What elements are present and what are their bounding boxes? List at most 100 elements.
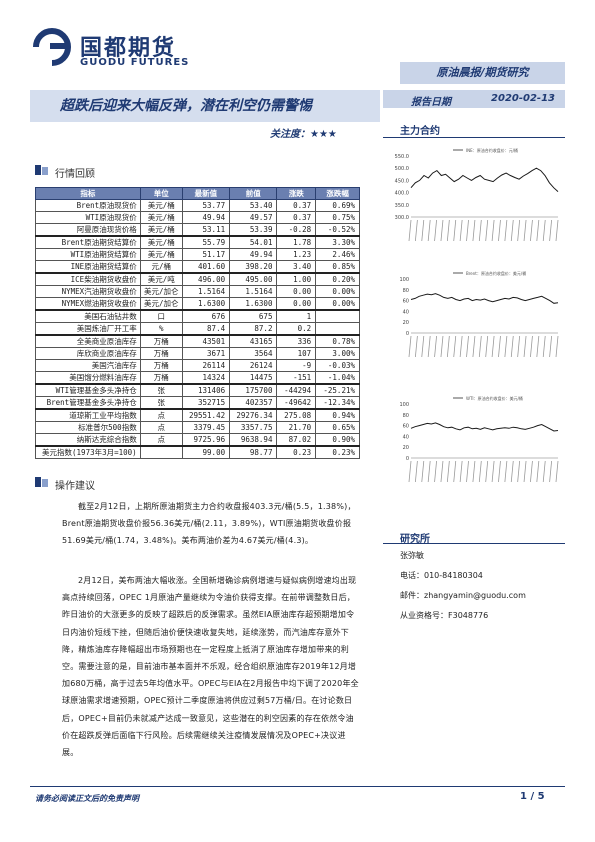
x-tick-label xyxy=(542,460,546,483)
divider xyxy=(383,543,565,544)
x-tick-label xyxy=(466,219,469,242)
section-bullet-icon xyxy=(35,477,48,487)
cell-change: 0.37 xyxy=(276,211,317,224)
x-tick-label xyxy=(434,335,437,358)
cell-change: 1.23 xyxy=(276,248,317,261)
report-category: 原油晨报/期货研究 xyxy=(436,66,529,79)
cell-change-pct: -12.34% xyxy=(315,396,360,410)
x-tick-label xyxy=(542,219,546,242)
table-row: 全美商业原油库存 万桶 43501 43165 336 0.78% xyxy=(35,334,360,348)
cell-unit: 张 xyxy=(139,396,183,410)
x-tick-label xyxy=(472,219,476,242)
cell-indicator: WTI管理基金多头净持仓 xyxy=(35,383,141,397)
x-tick-label xyxy=(517,460,521,483)
x-tick-label xyxy=(523,460,527,483)
paragraph-2: 2月12日，美布两油大幅收涨。全国新增确诊病例增速与疑似病例增速均出现高点持续回… xyxy=(62,576,359,758)
x-tick-label xyxy=(408,219,412,242)
cell-indicator: NYMEX汽油期货收盘价 xyxy=(35,285,141,298)
x-tick-label xyxy=(536,335,540,358)
x-tick-label xyxy=(440,460,444,483)
x-tick-label xyxy=(427,460,431,483)
cell-change-pct: 0.23% xyxy=(315,445,360,459)
cell-latest: 1.6300 xyxy=(181,297,231,311)
y-tick-label: 60 xyxy=(403,424,409,430)
table-row: Brent原油期货结算价 美元/桶 55.79 54.01 1.78 3.30% xyxy=(35,235,360,249)
cell-change-pct: 2.46% xyxy=(315,248,360,261)
ine-price-chart: INE：原油合约收盘价：元/桶 550.0 500.0 450.0 400.0 350.0… xyxy=(395,147,559,242)
cell-unit: 万桶 xyxy=(139,347,183,360)
y-tick-label: 80 xyxy=(403,413,409,419)
cell-change-pct xyxy=(315,309,360,323)
series-line xyxy=(410,167,559,192)
cell-indicator: 美国炼油厂开工率 xyxy=(35,322,141,336)
y-tick-label: 100 xyxy=(399,277,409,283)
x-tick-label xyxy=(434,460,437,483)
table-row: NYMEX汽油期货收盘价 美元/加仑 1.5164 1.5164 0.00 0.00% xyxy=(35,285,360,298)
cell-previous: 398.20 xyxy=(229,260,278,274)
y-tick-label: 300.0 xyxy=(395,215,409,221)
x-tick-label xyxy=(427,219,431,242)
x-tick-label xyxy=(510,335,514,358)
cell-unit: 美元/桶 xyxy=(139,223,183,237)
cell-latest: 9725.96 xyxy=(181,433,231,447)
cell-unit: 美元/桶 xyxy=(139,199,183,212)
cell-unit: 美元/桶 xyxy=(139,248,183,261)
analyst-email[interactable]: 邮件：zhangyamin@guodu.com xyxy=(400,591,526,600)
x-tick-label xyxy=(498,460,501,483)
cell-unit: 万桶 xyxy=(139,334,183,348)
cell-change-pct: 0.75% xyxy=(315,211,360,224)
cell-indicator: NYMEX燃油期货收盘价 xyxy=(35,297,141,311)
x-tick-label xyxy=(472,460,476,483)
cell-latest: 99.00 xyxy=(181,445,231,459)
table-row: ICE柴油期货收盘价 美元/吨 496.00 495.00 1.00 0.20% xyxy=(35,272,360,286)
y-tick-label: 40 xyxy=(403,309,409,315)
cell-change-pct: -25.21% xyxy=(315,383,360,397)
cell-previous: 1.5164 xyxy=(229,285,278,298)
cell-previous: 14475 xyxy=(229,371,278,385)
cell-unit: 万桶 xyxy=(139,359,183,372)
x-tick-label xyxy=(421,219,425,242)
cell-unit: 万桶 xyxy=(139,371,183,385)
section-bullet-icon xyxy=(35,165,48,175)
cell-indicator: 美国石油钻井数 xyxy=(35,309,141,323)
cell-change-pct: 0.94% xyxy=(315,408,360,422)
x-tick-label xyxy=(427,335,431,358)
cell-latest: 49.94 xyxy=(181,211,231,224)
cell-previous: 49.94 xyxy=(229,248,278,261)
x-tick-label xyxy=(440,219,444,242)
y-tick-label: 500.0 xyxy=(395,166,409,172)
cell-unit: % xyxy=(139,322,183,336)
table-row: 美元指数(1973年3月=100) 99.00 98.77 0.23 0.23% xyxy=(35,445,360,459)
cell-change: 0.2 xyxy=(276,322,317,336)
cell-latest: 3379.45 xyxy=(181,421,231,434)
table-row: Brent管理基金多头净持仓张 352715 402357 -49642 -12.34% xyxy=(35,396,360,410)
brent-price-chart: Brent：原油合约收盘价：美元/桶 100 80 60 40 20 0 xyxy=(399,270,559,358)
x-tick-label xyxy=(478,335,482,358)
cell-change-pct: -1.04% xyxy=(315,371,360,385)
table-row: 阿曼原油现货价格 美元/桶 53.11 53.39 -0.28 -0.52% xyxy=(35,223,360,237)
cell-indicator: 标准普尔500指数 xyxy=(35,421,141,434)
cell-change-pct: 0.65% xyxy=(315,421,360,434)
x-tick-label xyxy=(446,460,450,483)
attention-label: 关注度： xyxy=(270,129,310,140)
table-row: 库欣商业原油库存 万桶 3671 3564 107 3.00% xyxy=(35,347,360,360)
x-tick-label xyxy=(453,219,457,242)
col-header-indicator: 指标 xyxy=(35,187,141,200)
cell-change: 275.08 xyxy=(276,408,317,422)
cell-indicator: WTI原油现货价 xyxy=(35,211,141,224)
col-header-latest: 最新值 xyxy=(181,187,231,200)
y-tick-label: 80 xyxy=(403,288,409,294)
cell-change: 336 xyxy=(276,334,317,348)
cell-latest: 29551.42 xyxy=(181,408,231,422)
y-tick-label: 400.0 xyxy=(395,191,409,197)
company-name-en: GUODU FUTURES xyxy=(80,57,190,68)
cell-change: 87.02 xyxy=(276,433,317,447)
cell-change-pct: 0.69% xyxy=(315,199,360,212)
x-tick-label xyxy=(498,335,501,358)
footer-divider xyxy=(30,786,565,787)
x-tick-label xyxy=(478,219,482,242)
cell-change: 107 xyxy=(276,347,317,360)
analyst-phone: 电话：010-84180304 xyxy=(400,571,483,580)
col-header-previous: 前值 xyxy=(229,187,278,200)
cell-change: -9 xyxy=(276,359,317,372)
